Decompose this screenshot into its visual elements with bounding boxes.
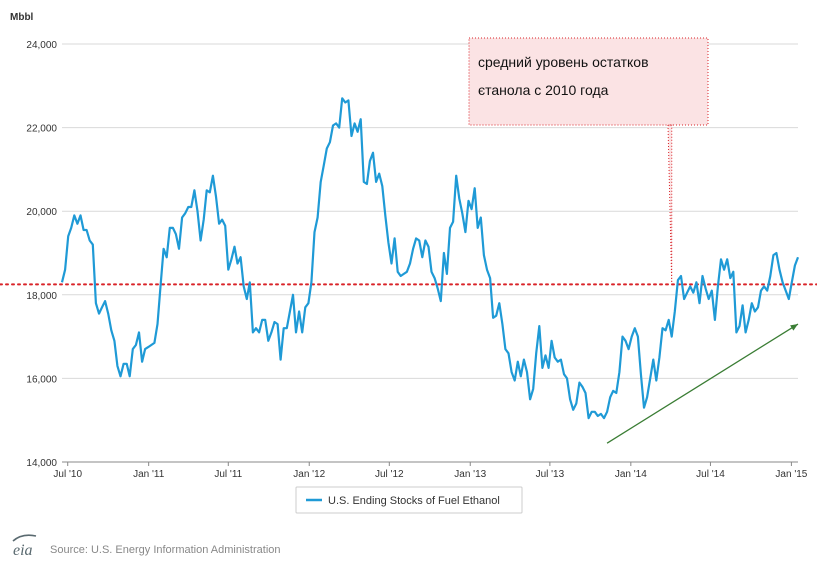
- x-tick-label: Jul '12: [375, 469, 404, 480]
- y-tick-label: 24,000: [26, 40, 57, 51]
- x-tick-label: Jul '13: [536, 469, 565, 480]
- y-tick-label: 16,000: [26, 374, 57, 385]
- y-tick-label: 22,000: [26, 124, 57, 135]
- y-axis-ticks: 14,000 16,000 18,000 20,000 22,000 24,000: [26, 40, 57, 469]
- eia-logo: eia: [12, 534, 37, 559]
- legend-box: [295, 486, 523, 514]
- x-tick-label: Jul '10: [53, 469, 82, 480]
- eia-logo-text: eia: [13, 542, 33, 559]
- x-tick-label: Jan '13: [454, 469, 486, 480]
- y-tick-label: 20,000: [26, 207, 57, 218]
- x-tick-label: Jul '11: [214, 469, 242, 480]
- series-line-fuel-ethanol-stocks: [60, 97, 800, 420]
- trend-arrow-head-icon: [790, 324, 798, 331]
- trend-arrow-shaft: [606, 323, 799, 444]
- eia-logo-swoosh-icon: [12, 534, 37, 542]
- x-tick-label: Jan '12: [293, 469, 325, 480]
- x-axis-ticks: Jul '10 Jan '11 Jul '11 Jan '12 Jul '12 Jan '…: [53, 461, 808, 480]
- callout-text-line-1: средний уровень остатков: [478, 54, 649, 70]
- legend[interactable]: U.S. Ending Stocks of Fuel Ethanol: [295, 486, 523, 514]
- x-tick-label: Jul '14: [696, 469, 725, 480]
- y-axis-unit-label: Mbbl: [10, 12, 34, 23]
- x-tick-label: Jan '11: [133, 469, 165, 480]
- callout-bubble: [468, 37, 709, 285]
- callout: средний уровень остатков єтанола с 2010 …: [468, 37, 709, 285]
- x-tick-label: Jan '15: [775, 469, 807, 480]
- y-tick-label: 18,000: [26, 291, 57, 302]
- trend-arrow: [606, 323, 799, 444]
- source-note: Source: U.S. Energy Information Administ…: [50, 544, 281, 556]
- legend-label: U.S. Ending Stocks of Fuel Ethanol: [328, 495, 500, 507]
- y-tick-label: 14,000: [26, 458, 57, 469]
- x-tick-label: Jan '14: [615, 469, 647, 480]
- callout-text-line-2: єтанола с 2010 года: [478, 82, 609, 98]
